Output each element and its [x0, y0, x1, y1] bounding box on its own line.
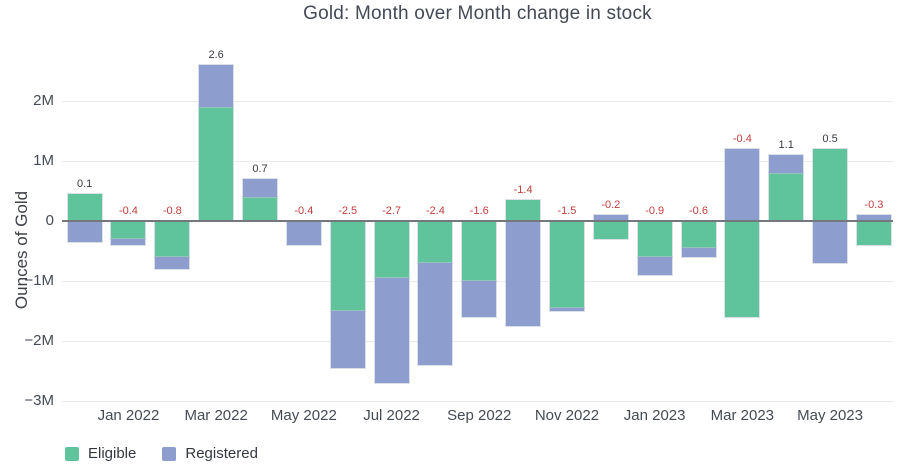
bar-segment-registered-sep-2022[interactable]	[462, 281, 497, 317]
x-axis-tick-label: Mar 2023	[710, 407, 775, 424]
bar-segment-eligible-feb-2023[interactable]	[681, 221, 716, 248]
bar-segment-eligible-feb-2022[interactable]	[155, 221, 190, 257]
y-axis-tick-label: 0	[45, 212, 54, 229]
bar-segment-eligible-may-2023[interactable]	[813, 149, 848, 221]
x-axis-tick-label: Nov 2022	[534, 407, 600, 424]
bar-total-label: -0.9	[645, 205, 665, 217]
bar-total-label: 0.1	[76, 178, 93, 190]
bar-segment-registered-apr-2023[interactable]	[769, 155, 804, 173]
bar-segment-registered-aug-2022[interactable]	[418, 263, 453, 365]
bar-total-label: -0.6	[689, 205, 708, 217]
x-axis-tick-label: Jan 2023	[623, 407, 686, 424]
bar-total-label: -0.4	[732, 133, 752, 145]
bar-total-label: -0.2	[601, 199, 621, 211]
bar-segment-eligible-aug-2022[interactable]	[418, 221, 453, 263]
bar-segment-registered-apr-2022[interactable]	[243, 179, 277, 197]
legend-item-eligible[interactable]: Eligible	[65, 445, 136, 462]
bar-segment-registered-may-2022[interactable]	[286, 221, 321, 245]
bar-segment-registered-jun-2023[interactable]	[856, 215, 891, 221]
x-axis-tick-label: May 2022	[270, 407, 337, 424]
chart-title: Gold: Month over Month change in stock	[303, 3, 652, 24]
zero-axis-line	[62, 220, 893, 222]
legend-label-registered: Registered	[185, 445, 258, 462]
bar-total-label: 1.1	[778, 139, 794, 151]
bar-segment-eligible-nov-2022[interactable]	[549, 221, 584, 308]
y-axis-tick-label: −3M	[24, 392, 54, 409]
gridline	[62, 401, 893, 402]
gridline	[62, 101, 893, 102]
legend-label-eligible: Eligible	[88, 445, 137, 462]
bar-segment-eligible-dec-2022[interactable]	[593, 221, 628, 239]
y-axis-tick-label: 2M	[33, 92, 54, 109]
bar-segment-eligible-jun-2023[interactable]	[856, 221, 891, 245]
y-axis-tick-label: −1M	[24, 272, 54, 289]
bar-total-label: -0.3	[864, 199, 884, 211]
bar-total-label: 0.7	[252, 163, 268, 175]
bar-segment-registered-feb-2022[interactable]	[155, 257, 190, 269]
bar-segment-eligible-jan-2022[interactable]	[111, 221, 146, 239]
bar-total-label: -2.4	[425, 205, 445, 217]
y-axis-tick-label: −2M	[24, 332, 54, 349]
eligible-swatch-icon	[65, 446, 79, 461]
bar-segment-registered-oct-2022[interactable]	[506, 221, 541, 326]
bar-total-label: -2.5	[338, 205, 358, 217]
bar-segment-eligible-apr-2023[interactable]	[769, 173, 804, 221]
legend: Eligible Registered	[65, 445, 258, 462]
y-axis-tick-label: 1M	[33, 152, 54, 169]
bar-segment-registered-jul-2022[interactable]	[374, 278, 409, 383]
bar-segment-eligible-dec-2021[interactable]	[67, 194, 102, 221]
x-axis-tick-label: Jan 2022	[97, 407, 160, 424]
x-axis-tick-label: Sep 2022	[447, 407, 512, 424]
x-axis-tick-label: May 2023	[797, 407, 863, 424]
bar-segment-eligible-mar-2023[interactable]	[725, 221, 760, 317]
x-axis-tick-label: Mar 2022	[184, 407, 248, 424]
bar-segment-registered-jan-2022[interactable]	[111, 239, 146, 245]
bar-total-label: -1.4	[513, 184, 533, 196]
bar-total-label: -1.5	[557, 205, 577, 217]
bar-segment-registered-mar-2022[interactable]	[199, 65, 234, 107]
bar-segment-eligible-jun-2022[interactable]	[330, 221, 365, 311]
registered-swatch-icon	[162, 446, 177, 461]
bar-segment-eligible-oct-2022[interactable]	[506, 200, 541, 221]
bar-segment-registered-feb-2023[interactable]	[681, 248, 716, 257]
gridline	[62, 341, 893, 342]
gridline	[62, 161, 893, 162]
bar-segment-eligible-sep-2022[interactable]	[462, 221, 497, 281]
bar-segment-registered-may-2023[interactable]	[813, 221, 848, 263]
bar-segment-registered-jun-2022[interactable]	[330, 311, 365, 368]
bar-segment-eligible-apr-2022[interactable]	[243, 197, 277, 221]
legend-item-registered[interactable]: Registered	[162, 445, 258, 462]
bar-segment-registered-dec-2022[interactable]	[593, 215, 628, 221]
bar-total-label: -1.6	[469, 205, 489, 217]
bar-segment-registered-nov-2022[interactable]	[549, 308, 584, 311]
bar-total-label: 2.6	[208, 49, 224, 61]
bar-segment-eligible-mar-2022[interactable]	[199, 107, 234, 221]
plot-area: 0.1 -0.4 -0.8 2.6 0.7 -0.4 -2.5 -2.7 -2.4 -1.6 -1.…	[62, 45, 893, 402]
bar-total-label: -0.4	[118, 205, 138, 217]
bar-total-label: -0.4	[294, 205, 314, 217]
y-axis-title: Ounces of Gold	[12, 190, 31, 310]
bar-segment-registered-jan-2023[interactable]	[637, 257, 672, 275]
bar-segment-registered-dec-2021[interactable]	[67, 221, 102, 242]
bar-segment-registered-mar-2023[interactable]	[725, 149, 760, 221]
bar-total-label: 0.5	[822, 133, 838, 145]
bar-segment-eligible-jul-2022[interactable]	[374, 221, 409, 278]
bar-total-label: -2.7	[382, 205, 402, 217]
bar-total-label: -0.8	[162, 205, 182, 217]
x-axis-tick-label: Jul 2022	[363, 407, 420, 424]
bar-segment-eligible-jan-2023[interactable]	[637, 221, 672, 257]
